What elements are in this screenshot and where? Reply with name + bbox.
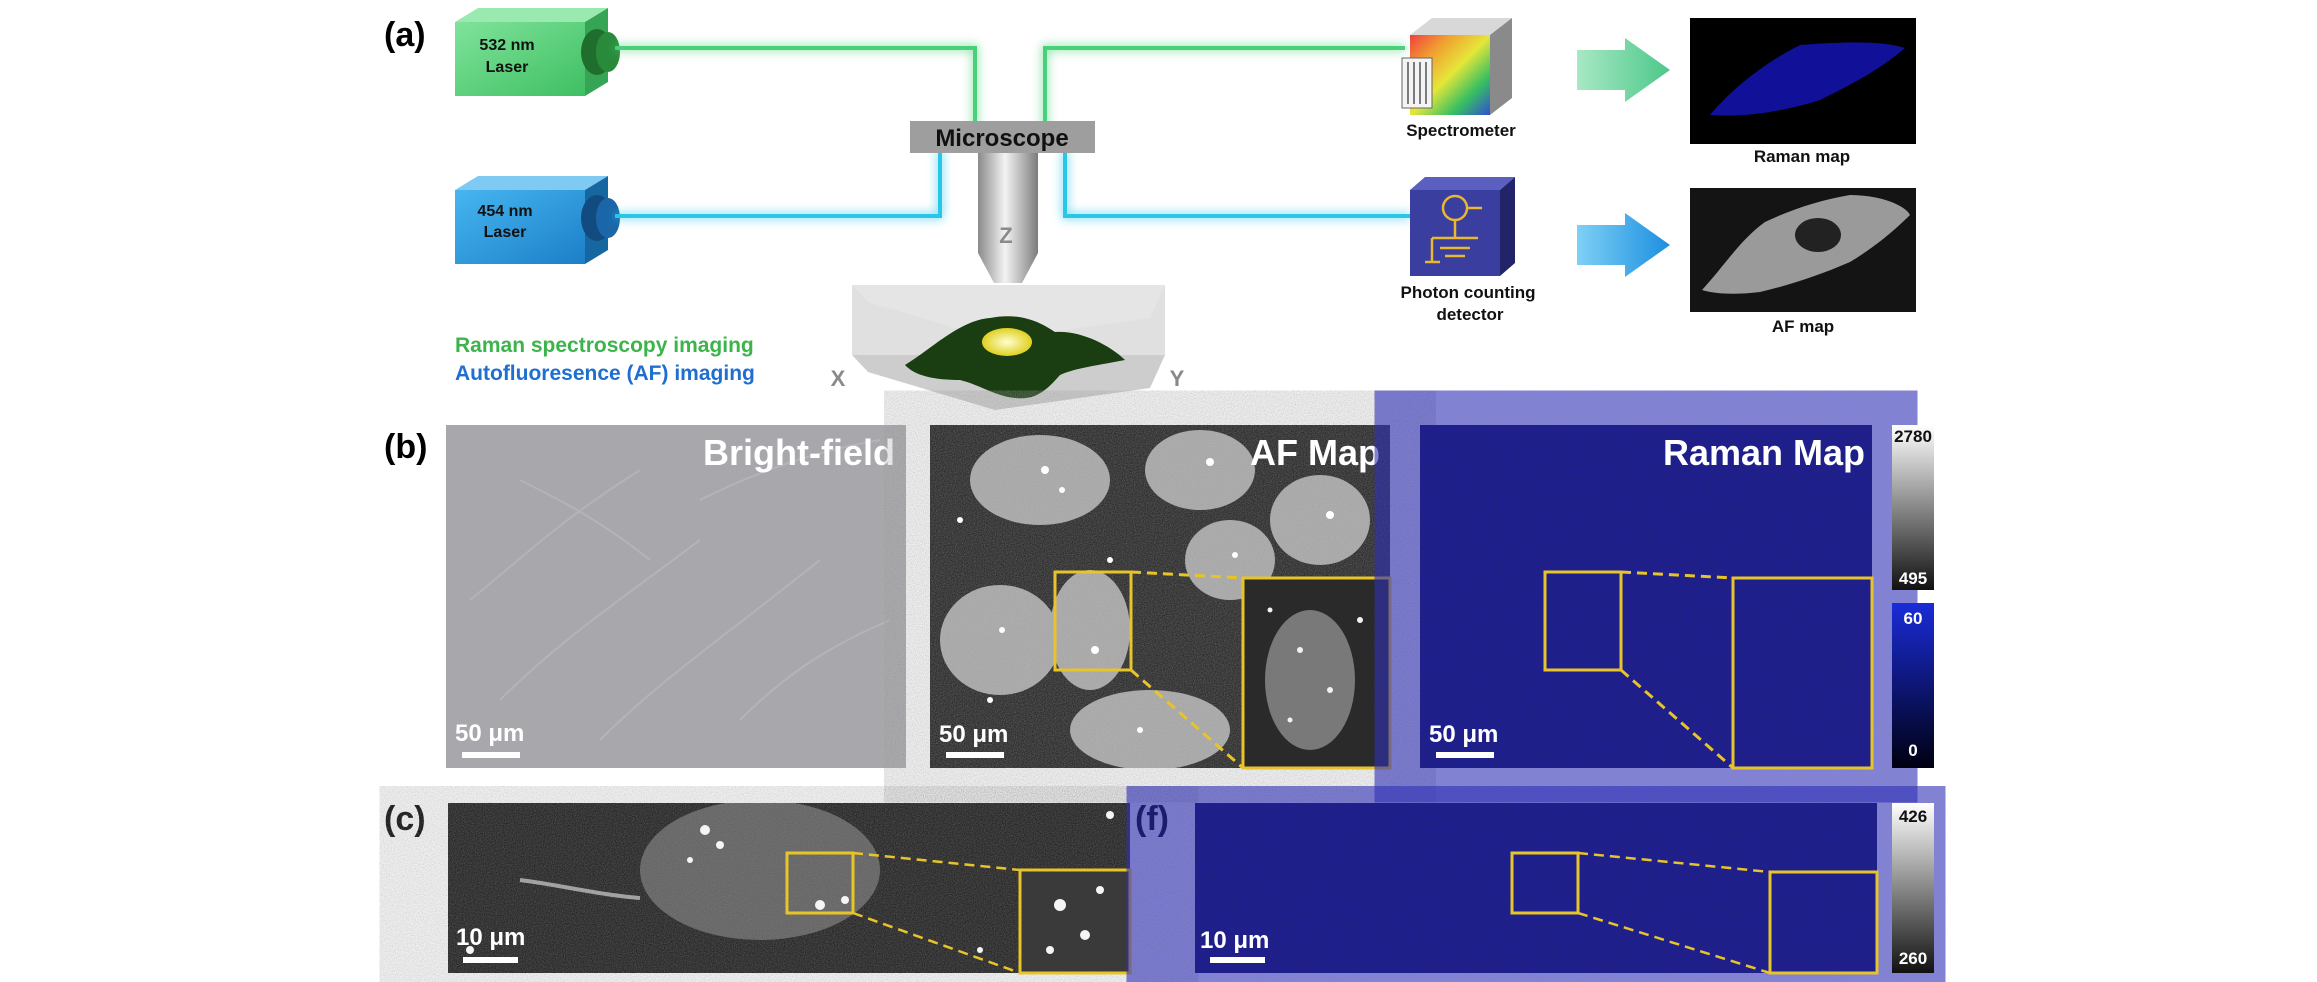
c-zoom-inset bbox=[1018, 868, 1132, 975]
cbar-gray-min: 495 bbox=[1899, 569, 1927, 588]
arrow-to-af-map bbox=[1577, 213, 1670, 277]
panel-label-c: (c) bbox=[384, 800, 426, 838]
cyan-beam-in bbox=[615, 150, 942, 218]
raman-map-title: Raman Map bbox=[1663, 432, 1865, 473]
af-image-c: 10 μm bbox=[448, 803, 1132, 975]
laser-454-label-1: 454 nm bbox=[477, 203, 532, 220]
green-beam-in bbox=[615, 46, 977, 130]
photon-detector-icon: Photon counting detector bbox=[1400, 177, 1536, 324]
raman-map-image: Raman Map 50 μm bbox=[1420, 425, 1874, 770]
af-map-image: AF Map 50 μm bbox=[930, 425, 1392, 770]
excitation-beams bbox=[615, 46, 1410, 218]
spectrometer-icon: Spectrometer bbox=[1401, 18, 1516, 140]
colorbar-gray-f: 426 260 bbox=[1892, 803, 1934, 973]
legend-raman: Raman spectroscopy imaging bbox=[455, 334, 754, 357]
raman-zoom-inset bbox=[1731, 576, 1874, 770]
photon-detector-label-2: detector bbox=[1436, 305, 1503, 324]
brightfield-title: Bright-field bbox=[703, 432, 895, 473]
raman-image-f: 10 μm bbox=[1195, 803, 1879, 975]
cyan-beam-out bbox=[1063, 150, 1410, 218]
brightfield-image: Bright-field 50 μm bbox=[446, 425, 906, 768]
panel-label-b: (b) bbox=[384, 428, 427, 466]
spectrometer-label: Spectrometer bbox=[1406, 121, 1516, 140]
af-map-thumbnail: AF map bbox=[1690, 188, 1916, 336]
cbar-blue-min: 0 bbox=[1908, 741, 1917, 760]
laser-532-label-2: Laser bbox=[486, 59, 529, 76]
panel-label-a: (a) bbox=[384, 16, 426, 54]
af-zoom-roi bbox=[1053, 570, 1133, 672]
raman-zoom-roi bbox=[1543, 570, 1623, 672]
objective-lens bbox=[978, 153, 1038, 253]
af-map-label: AF map bbox=[1772, 317, 1834, 336]
f-zoom-inset bbox=[1768, 870, 1879, 975]
scale-bar-raman bbox=[1436, 752, 1494, 758]
laser-454-label-2: Laser bbox=[484, 224, 527, 241]
scale-bar-f bbox=[1210, 957, 1265, 963]
raman-map-thumbnail: Raman map bbox=[1690, 18, 1916, 166]
scale-bar-af bbox=[946, 752, 1004, 758]
scale-label-af: 50 μm bbox=[939, 721, 1008, 748]
colorbar-gray-b: 2780 495 bbox=[1892, 425, 1934, 590]
panel-label-f: (f) bbox=[1135, 800, 1169, 838]
photon-detector-label-1: Photon counting bbox=[1400, 283, 1535, 302]
laser-532-label-1: 532 nm bbox=[479, 37, 534, 54]
raman-map-label: Raman map bbox=[1754, 147, 1850, 166]
scale-label-c: 10 μm bbox=[456, 924, 525, 951]
axis-x: X bbox=[831, 366, 846, 391]
cell-shape bbox=[905, 316, 1125, 399]
laser-454-box: 454 nm Laser bbox=[455, 176, 620, 264]
scale-label-raman: 50 μm bbox=[1429, 721, 1498, 748]
scale-bar-brightfield bbox=[462, 752, 520, 758]
microscope: Microscope Z X Y bbox=[831, 121, 1185, 410]
arrow-to-raman-map bbox=[1577, 38, 1670, 102]
af-zoom-inset bbox=[1241, 576, 1392, 770]
scale-label-f: 10 μm bbox=[1200, 927, 1269, 954]
nucleus bbox=[982, 328, 1032, 356]
cbar-blue-max: 60 bbox=[1904, 609, 1923, 628]
cbar-gray-max: 2780 bbox=[1894, 427, 1932, 446]
legend-af: Autofluoresence (AF) imaging bbox=[455, 362, 755, 385]
axis-y: Y bbox=[1170, 366, 1185, 391]
cbar-f-min: 260 bbox=[1899, 949, 1927, 968]
f-zoom-roi bbox=[1510, 851, 1580, 915]
green-beam-out bbox=[1043, 46, 1405, 130]
laser-532-box: 532 nm Laser bbox=[455, 8, 620, 96]
cbar-f-max: 426 bbox=[1899, 807, 1927, 826]
axis-z: Z bbox=[999, 223, 1012, 248]
microscope-label: Microscope bbox=[935, 125, 1068, 152]
scale-bar-c bbox=[463, 957, 518, 963]
colorbar-blue-b: 60 0 bbox=[1892, 603, 1934, 768]
af-map-title: AF Map bbox=[1250, 432, 1380, 473]
scale-label-brightfield: 50 μm bbox=[455, 720, 524, 747]
c-zoom-roi bbox=[785, 851, 855, 915]
